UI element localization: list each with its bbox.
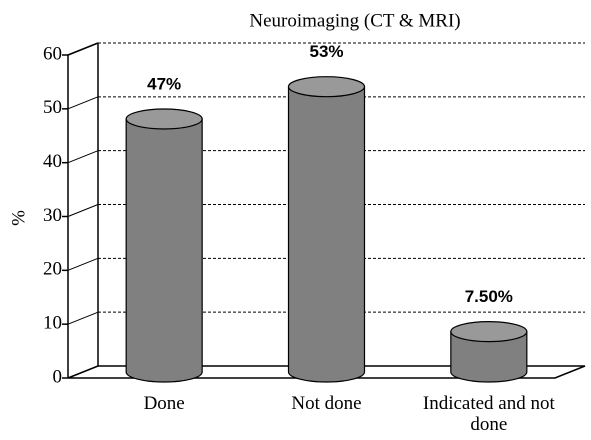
cylinder-body bbox=[125, 118, 203, 383]
value-label: 7.50% bbox=[465, 287, 513, 306]
y-tick-label: 20 bbox=[43, 259, 62, 280]
tick-diagonal bbox=[67, 311, 99, 325]
cylinder-body bbox=[287, 86, 366, 383]
tick-diagonal bbox=[67, 257, 99, 271]
value-label: 53% bbox=[309, 42, 343, 61]
x-tick-label: Done bbox=[143, 393, 185, 414]
value-label: 47% bbox=[147, 74, 181, 93]
cylinder-top bbox=[450, 321, 528, 343]
y-tick-label: 40 bbox=[43, 151, 62, 172]
y-tick-label: 50 bbox=[43, 97, 62, 118]
cylinder-top bbox=[287, 76, 366, 98]
chart-title: Neuroimaging (CT & MRI) bbox=[249, 10, 460, 31]
y-tick-label: 10 bbox=[43, 313, 62, 334]
cylinder-body bbox=[450, 331, 528, 383]
tick-diagonal bbox=[67, 365, 99, 379]
x-tick-label: Not done bbox=[291, 393, 362, 414]
y-tick-label: 0 bbox=[53, 366, 63, 387]
x-tick-label: Indicated and not done bbox=[422, 393, 555, 435]
cylinder-top bbox=[125, 108, 203, 130]
y-axis-label: % bbox=[8, 210, 29, 226]
tick-diagonal bbox=[67, 96, 99, 110]
y-tick-label: 60 bbox=[43, 43, 62, 64]
tick-diagonal bbox=[67, 204, 99, 217]
tick-diagonal bbox=[67, 42, 99, 56]
tick-diagonal bbox=[67, 150, 99, 164]
y-tick-label: 30 bbox=[43, 205, 62, 226]
